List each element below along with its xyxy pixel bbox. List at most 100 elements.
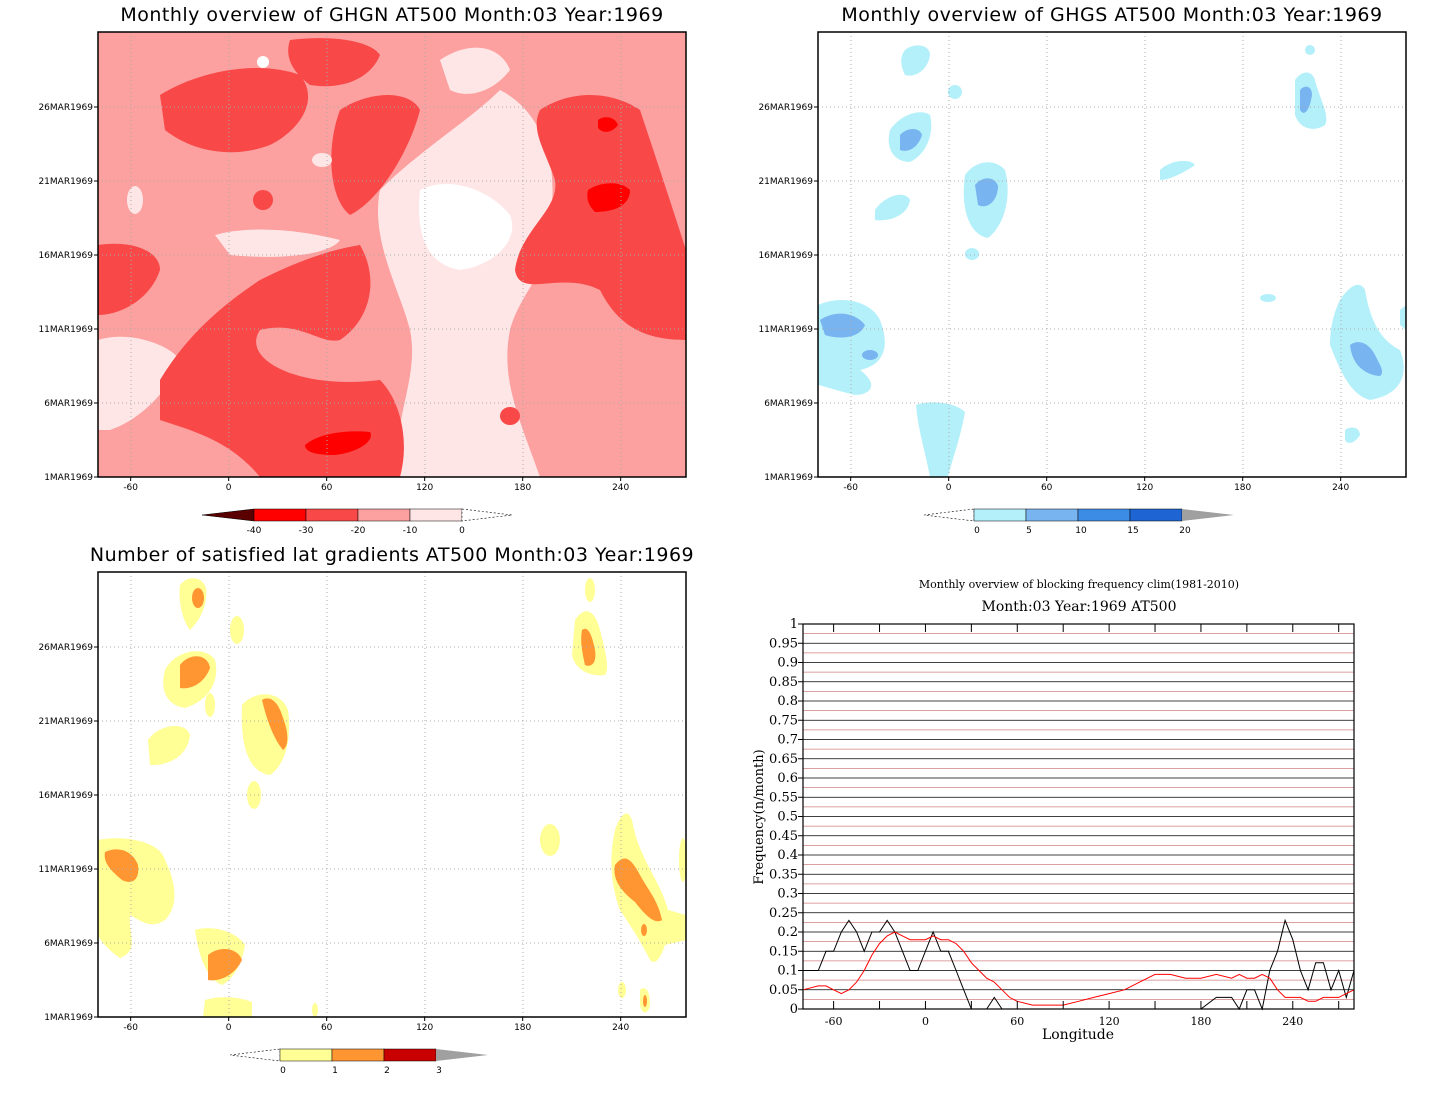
ghgs-title: Monthly overview of GHGS AT500 Month:03 … — [841, 4, 1382, 26]
line-y-tick-label: 0.75 — [769, 713, 798, 728]
colorbar-swatch — [305, 508, 359, 522]
x-tick-label: 120 — [416, 1023, 433, 1033]
y-tick-label: 11MAR1969 — [38, 325, 93, 335]
x-tick-label: 240 — [612, 483, 629, 493]
y-tick-label: 1MAR1969 — [44, 473, 93, 483]
line-y-tick-label: 0.45 — [769, 829, 798, 844]
colorbar-swatch — [229, 1048, 281, 1062]
grad-orange-5 — [208, 948, 242, 981]
grad-orange-9 — [643, 995, 647, 1007]
ghgs-colorbar: 0 5 10 15 20 — [923, 508, 1234, 536]
line-y-tick-label: 0.5 — [777, 810, 798, 825]
y-tick-label: 16MAR1969 — [38, 791, 93, 801]
x-tick-label: 180 — [1234, 483, 1251, 493]
grad-orange-4 — [104, 849, 139, 882]
line-x-tick-label: 180 — [1190, 1015, 1211, 1028]
gradients-colorbar: 0 1 2 3 — [229, 1048, 488, 1076]
x-tick-label: 0 — [946, 483, 952, 493]
ghgs-region-8 — [916, 402, 965, 477]
colorbar-label: -30 — [299, 526, 314, 536]
grad-yellow-11 — [312, 1003, 318, 1017]
line-y-tick-label: 0.35 — [769, 867, 798, 882]
blocking-frequency-chart: Monthly overview of blocking frequency c… — [752, 578, 1355, 1043]
ghgs-region-11-core — [1300, 86, 1312, 113]
colorbar-swatch — [279, 1048, 333, 1062]
ghgn-bright-spot-3 — [598, 117, 618, 132]
colorbar-swatch — [409, 508, 463, 522]
line-y-tick-label: 0.6 — [777, 771, 798, 786]
ghgn-light-region-1 — [377, 90, 553, 477]
x-tick-label: 240 — [1332, 483, 1349, 493]
colorbar-label: -10 — [403, 526, 418, 536]
grad-orange-8 — [641, 924, 647, 936]
x-tick-label: 180 — [514, 483, 531, 493]
line-x-tick-label: 240 — [1282, 1015, 1303, 1028]
colorbar-swatch — [1182, 509, 1234, 521]
y-tick-label: 21MAR1969 — [38, 177, 93, 187]
ghgn-colorbar: -40 -30 -20 -10 0 — [201, 508, 513, 536]
x-tick-label: 120 — [416, 483, 433, 493]
y-tick-label: 16MAR1969 — [758, 251, 813, 261]
colorbar-swatch — [201, 508, 255, 522]
colorbar-label: 3 — [436, 1066, 442, 1076]
ghgs-y-axis: 1MAR1969 6MAR1969 11MAR1969 16MAR1969 21MAR1… — [758, 103, 818, 483]
colorbar-label: 20 — [1179, 526, 1191, 536]
grad-orange-7 — [614, 858, 662, 922]
line-x-tick-label: 60 — [1010, 1015, 1024, 1028]
colorbar-swatch — [357, 508, 411, 522]
grad-orange-2 — [180, 656, 210, 689]
grad-yellow-17 — [618, 982, 626, 998]
y-tick-label: 26MAR1969 — [38, 643, 93, 653]
ghgn-chart: Monthly overview of GHGN AT500 Month:03 … — [38, 4, 687, 536]
colorbar-label: 10 — [1075, 526, 1087, 536]
y-tick-label: 21MAR1969 — [758, 177, 813, 187]
line-y-tick-label: 0.55 — [769, 790, 798, 805]
x-tick-label: -60 — [123, 1023, 138, 1033]
colorbar-swatch — [923, 508, 975, 522]
line-chart-ylabel: Frequency(n/month) — [752, 749, 767, 884]
ghgs-region-7-core2 — [862, 350, 878, 360]
colorbar-swatch — [461, 508, 513, 522]
y-tick-label: 1MAR1969 — [764, 473, 813, 483]
line-chart-series — [802, 918, 1355, 1011]
y-tick-label: 1MAR1969 — [44, 1013, 93, 1023]
x-tick-label: 180 — [514, 1023, 531, 1033]
ghgn-spot-4 — [253, 190, 273, 210]
y-tick-label: 21MAR1969 — [38, 717, 93, 727]
ghgs-region-10 — [1260, 294, 1276, 302]
ghgs-region-13 — [1330, 284, 1404, 400]
ghgs-region-3 — [875, 194, 910, 221]
ghgs-panel: Monthly overview of GHGS AT500 Month:03 … — [720, 0, 1440, 545]
gradients-x-axis: -60 0 60 120 180 240 — [123, 1017, 630, 1033]
blocking-frequency-panel: Monthly overview of blocking frequency c… — [720, 545, 1440, 1091]
line-chart-title: Monthly overview of blocking frequency c… — [919, 578, 1239, 591]
colorbar-swatch — [253, 508, 307, 522]
ghgn-red-region-5 — [160, 245, 404, 477]
x-tick-label: 60 — [1041, 483, 1053, 493]
colorbar-label: 15 — [1127, 526, 1138, 536]
grad-yellow-15 — [611, 813, 686, 962]
line-y-tick-label: 0.25 — [769, 906, 798, 921]
x-tick-label: 0 — [226, 1023, 232, 1033]
colorbar-label: 5 — [1026, 526, 1032, 536]
line-series-0 — [803, 918, 1355, 1011]
grad-yellow-12 — [540, 824, 560, 856]
ghgn-red-region-4 — [98, 243, 160, 315]
ghgn-light-region-2 — [98, 336, 180, 430]
colorbar-label: 2 — [384, 1066, 390, 1076]
line-chart-y-axis: 0 0.05 0.1 0.15 0.2 0.25 0.3 0.35 0.4 0.45 0.5 0.55… — [769, 617, 803, 1017]
colorbar-label: 0 — [459, 526, 465, 536]
grad-yellow-16 — [679, 838, 687, 882]
grad-yellow-4 — [205, 693, 215, 717]
x-tick-label: 60 — [321, 1023, 333, 1033]
ghgs-region-2-core — [900, 129, 922, 151]
line-chart-subtitle: Month:03 Year:1969 AT500 — [982, 599, 1177, 615]
line-chart-xlabel: Longitude — [1042, 1027, 1114, 1043]
x-tick-label: 60 — [321, 483, 333, 493]
y-tick-label: 11MAR1969 — [38, 865, 93, 875]
line-y-tick-label: 0.1 — [777, 964, 798, 979]
ghgs-region-12 — [1305, 45, 1315, 55]
y-tick-label: 16MAR1969 — [38, 251, 93, 261]
gradients-field — [98, 572, 687, 1017]
ghgn-title: Monthly overview of GHGN AT500 Month:03 … — [120, 4, 663, 26]
